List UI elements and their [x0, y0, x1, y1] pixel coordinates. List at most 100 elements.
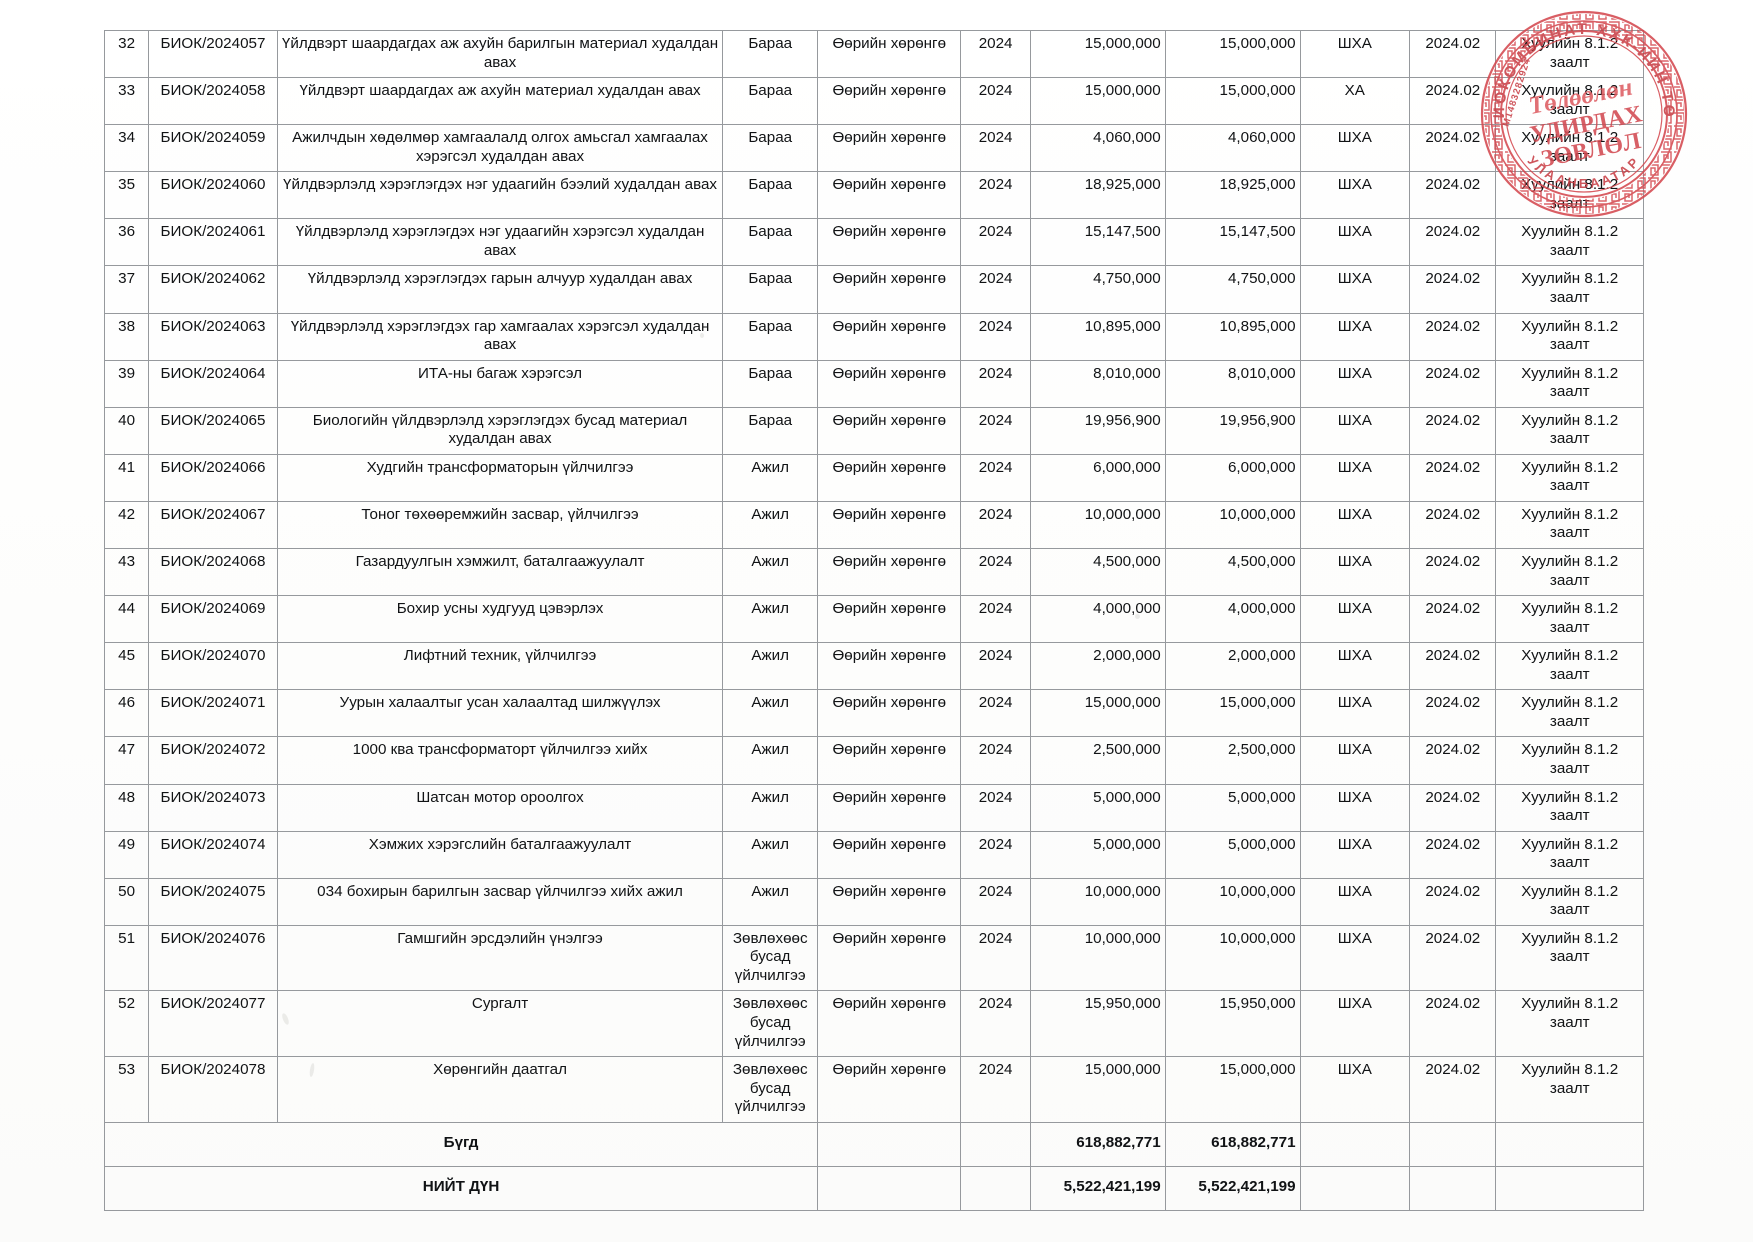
legal-basis-cell: Хуулийн 8.1.2 заалт — [1495, 453, 1644, 502]
announce-date-cell: 2024.02 — [1409, 500, 1497, 550]
table-row: 48 БИОК/2024073 Шатсан мотор ороолгох Ажил Ө… — [103, 783, 1644, 832]
budget-amount-cell: 4,060,000 — [1029, 124, 1166, 173]
procurement-code-cell: БИОК/2024061 — [148, 218, 278, 267]
announce-date-cell: 2024.02 — [1409, 990, 1497, 1058]
total-row: Бүгд 618,882,771 618,882,771 — [103, 1121, 1644, 1167]
table-row: 53 БИОК/2024078 Хөрөнгийн даатгал Зөвлөхөөс… — [103, 1056, 1644, 1123]
row-number-cell: 48 — [103, 783, 150, 832]
procurement-code-cell: БИОК/2024078 — [148, 1056, 278, 1123]
funding-source-cell: Өөрийн хөрөнгө — [817, 877, 962, 926]
budget-amount-cell: 10,000,000 — [1029, 924, 1166, 992]
year-cell: 2024 — [960, 830, 1031, 879]
table-row: 39 БИОК/2024064 ИТА-ны багаж хэрэгсэл Бараа… — [103, 359, 1644, 408]
table-row: 45 БИОК/2024070 Лифтний техник, үйлчилгээ А… — [103, 642, 1644, 691]
procurement-name-cell: Газардуулгын хэмжилт, баталгаажуулалт — [276, 548, 724, 597]
procurement-method-cell: ШХА — [1299, 548, 1411, 597]
allocated-amount-cell: 15,000,000 — [1164, 77, 1301, 126]
total-label: Бүгд — [103, 1121, 819, 1167]
procurement-code-cell: БИОК/2024066 — [148, 453, 278, 502]
announce-date-cell: 2024.02 — [1409, 406, 1497, 455]
funding-source-cell: Өөрийн хөрөнгө — [817, 77, 962, 126]
funding-source-cell: Өөрийн хөрөнгө — [817, 830, 962, 879]
legal-basis-cell: Хуулийн 8.1.2 заалт — [1495, 171, 1644, 220]
year-cell: 2024 — [960, 406, 1031, 455]
procurement-method-cell: ШХА — [1299, 29, 1411, 79]
budget-amount-cell: 15,000,000 — [1029, 77, 1166, 126]
row-number-cell: 37 — [103, 265, 150, 314]
empty-cell — [1299, 1165, 1411, 1211]
procurement-method-cell: ШХА — [1299, 830, 1411, 879]
budget-amount-cell: 5,000,000 — [1029, 783, 1166, 832]
procurement-type-cell: Бараа — [722, 406, 819, 455]
legal-basis-cell: Хуулийн 8.1.2 заалт — [1495, 1056, 1644, 1123]
row-number-cell: 38 — [103, 312, 150, 361]
row-number-cell: 43 — [103, 548, 150, 597]
row-number-cell: 36 — [103, 218, 150, 267]
table-row: 44 БИОК/2024069 Бохир усны худгууд цэвэрлэ… — [103, 595, 1644, 644]
table-row: 43 БИОК/2024068 Газардуулгын хэмжилт, бата… — [103, 548, 1644, 597]
table-row: 50 БИОК/2024075 034 бохирын барилгын засва… — [103, 877, 1644, 926]
procurement-method-cell: ШХА — [1299, 500, 1411, 550]
allocated-amount-cell: 5,000,000 — [1164, 830, 1301, 879]
empty-cell — [1495, 1165, 1644, 1211]
funding-source-cell: Өөрийн хөрөнгө — [817, 359, 962, 408]
procurement-code-cell: БИОК/2024074 — [148, 830, 278, 879]
year-cell: 2024 — [960, 312, 1031, 361]
procurement-method-cell: ШХА — [1299, 990, 1411, 1058]
table-body: 32 БИОК/2024057 Үйлдвэрт шаардагдах аж аху… — [103, 29, 1644, 1211]
procurement-name-cell: Худгийн трансформаторын үйлчилгээ — [276, 453, 724, 502]
procurement-code-cell: БИОК/2024072 — [148, 736, 278, 785]
legal-basis-cell: Хуулийн 8.1.2 заалт — [1495, 265, 1644, 314]
funding-source-cell: Өөрийн хөрөнгө — [817, 990, 962, 1058]
procurement-type-cell: Бараа — [722, 171, 819, 220]
row-number-cell: 53 — [103, 1056, 150, 1123]
procurement-type-cell: Ажил — [722, 642, 819, 691]
table-row: 35 БИОК/2024060 Үйлдвэрлэлд хэрэглэгдэх нэ… — [103, 171, 1644, 220]
year-cell: 2024 — [960, 990, 1031, 1058]
budget-amount-cell: 19,956,900 — [1029, 406, 1166, 455]
legal-basis-cell: Хуулийн 8.1.2 заалт — [1495, 406, 1644, 455]
row-number-cell: 44 — [103, 595, 150, 644]
procurement-code-cell: БИОК/2024058 — [148, 77, 278, 126]
funding-source-cell: Өөрийн хөрөнгө — [817, 736, 962, 785]
procurement-code-cell: БИОК/2024060 — [148, 171, 278, 220]
procurement-code-cell: БИОК/2024069 — [148, 595, 278, 644]
allocated-amount-cell: 19,956,900 — [1164, 406, 1301, 455]
table-row: 51 БИОК/2024076 Гамшгийн эрсдэлийн үнэлгээ… — [103, 924, 1644, 992]
row-number-cell: 46 — [103, 689, 150, 738]
procurement-code-cell: БИОК/2024070 — [148, 642, 278, 691]
row-number-cell: 51 — [103, 924, 150, 992]
procurement-name-cell: Үйлдвэрлэлд хэрэглэгдэх гар хамгаалах хэ… — [276, 312, 724, 361]
legal-basis-cell: Хуулийн 8.1.2 заалт — [1495, 500, 1644, 550]
row-number-cell: 52 — [103, 990, 150, 1058]
legal-basis-cell: Хуулийн 8.1.2 заалт — [1495, 830, 1644, 879]
funding-source-cell: Өөрийн хөрөнгө — [817, 1056, 962, 1123]
budget-amount-cell: 2,000,000 — [1029, 642, 1166, 691]
table-row: 52 БИОК/2024077 Сургалт Зөвлөхөөс бусад үйл… — [103, 990, 1644, 1058]
allocated-amount-cell: 4,060,000 — [1164, 124, 1301, 173]
empty-cell — [960, 1165, 1031, 1211]
table-row: 46 БИОК/2024071 Уурын халаалтыг усан халаа… — [103, 689, 1644, 738]
total-budget-amount: 618,882,771 — [1029, 1121, 1166, 1167]
announce-date-cell: 2024.02 — [1409, 924, 1497, 992]
legal-basis-cell: Хуулийн 8.1.2 заалт — [1495, 689, 1644, 738]
procurement-method-cell: ХА — [1299, 77, 1411, 126]
procurement-type-cell: Ажил — [722, 500, 819, 550]
procurement-name-cell: Ажилчдын хөдөлмөр хамгаалалд олгох амьсг… — [276, 124, 724, 173]
announce-date-cell: 2024.02 — [1409, 359, 1497, 408]
procurement-name-cell: Үйлдвэрлэлд хэрэглэгдэх гарын алчуур худ… — [276, 265, 724, 314]
announce-date-cell: 2024.02 — [1409, 548, 1497, 597]
legal-basis-cell: Хуулийн 8.1.2 заалт — [1495, 77, 1644, 126]
procurement-type-cell: Ажил — [722, 689, 819, 738]
procurement-name-cell: Тоног төхөөремжийн засвар, үйлчилгээ — [276, 500, 724, 550]
announce-date-cell: 2024.02 — [1409, 830, 1497, 879]
year-cell: 2024 — [960, 736, 1031, 785]
table-row: 33 БИОК/2024058 Үйлдвэрт шаардагдах аж аху… — [103, 77, 1644, 126]
total-allocated-amount: 5,522,421,199 — [1164, 1165, 1301, 1211]
procurement-method-cell: ШХА — [1299, 406, 1411, 455]
year-cell: 2024 — [960, 1056, 1031, 1123]
announce-date-cell: 2024.02 — [1409, 265, 1497, 314]
total-budget-amount: 5,522,421,199 — [1029, 1165, 1166, 1211]
row-number-cell: 49 — [103, 830, 150, 879]
